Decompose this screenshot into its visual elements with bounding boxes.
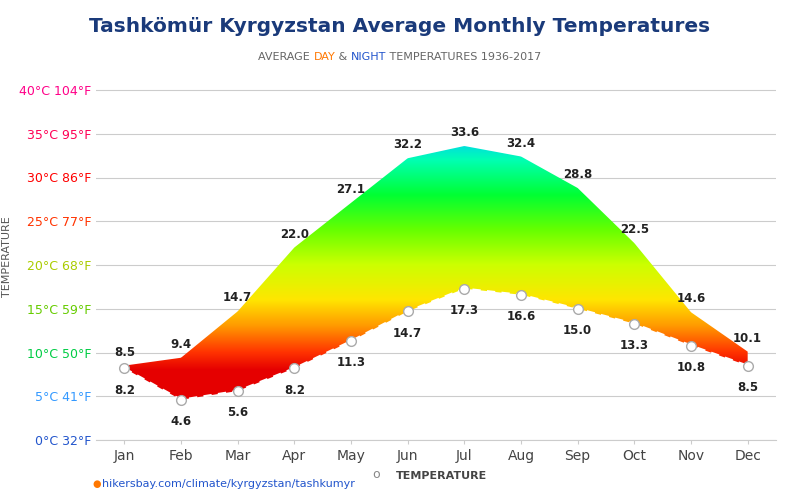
Text: 22.5: 22.5 [620,223,649,236]
Text: o: o [372,468,380,481]
Text: 22.0: 22.0 [280,228,309,240]
Text: 4.6: 4.6 [170,415,191,428]
Text: DAY: DAY [314,52,335,62]
Text: 10.1: 10.1 [733,332,762,344]
Text: hikersbay.com/climate/kyrgyzstan/tashkumyr: hikersbay.com/climate/kyrgyzstan/tashkum… [102,479,354,489]
Text: 28.8: 28.8 [563,168,592,181]
Text: 8.5: 8.5 [737,381,758,394]
Text: 16.6: 16.6 [506,310,536,323]
Text: 10.8: 10.8 [677,361,706,374]
Text: 13.3: 13.3 [620,339,649,352]
Y-axis label: TEMPERATURE: TEMPERATURE [2,216,12,296]
Text: &: & [335,52,351,62]
Text: 33.6: 33.6 [450,126,479,139]
Text: 8.2: 8.2 [114,384,135,396]
Text: 8.2: 8.2 [284,384,305,396]
Text: 14.7: 14.7 [223,292,252,304]
Text: 32.4: 32.4 [506,136,535,149]
Text: TEMPERATURE: TEMPERATURE [396,471,487,481]
Text: 32.2: 32.2 [393,138,422,151]
Text: TEMPERATURES 1936-2017: TEMPERATURES 1936-2017 [386,52,542,62]
Text: ●: ● [92,479,101,489]
Text: Tashkömür Kyrgyzstan Average Monthly Temperatures: Tashkömür Kyrgyzstan Average Monthly Tem… [90,18,710,36]
Text: 11.3: 11.3 [337,356,366,370]
Text: 5.6: 5.6 [227,406,248,420]
Text: 14.7: 14.7 [393,326,422,340]
Text: 9.4: 9.4 [170,338,191,351]
Text: 14.6: 14.6 [676,292,706,306]
Text: 17.3: 17.3 [450,304,479,317]
Text: AVERAGE: AVERAGE [258,52,314,62]
Text: 27.1: 27.1 [337,183,366,196]
Text: NIGHT: NIGHT [351,52,386,62]
Text: 15.0: 15.0 [563,324,592,337]
Text: 8.5: 8.5 [114,346,135,358]
